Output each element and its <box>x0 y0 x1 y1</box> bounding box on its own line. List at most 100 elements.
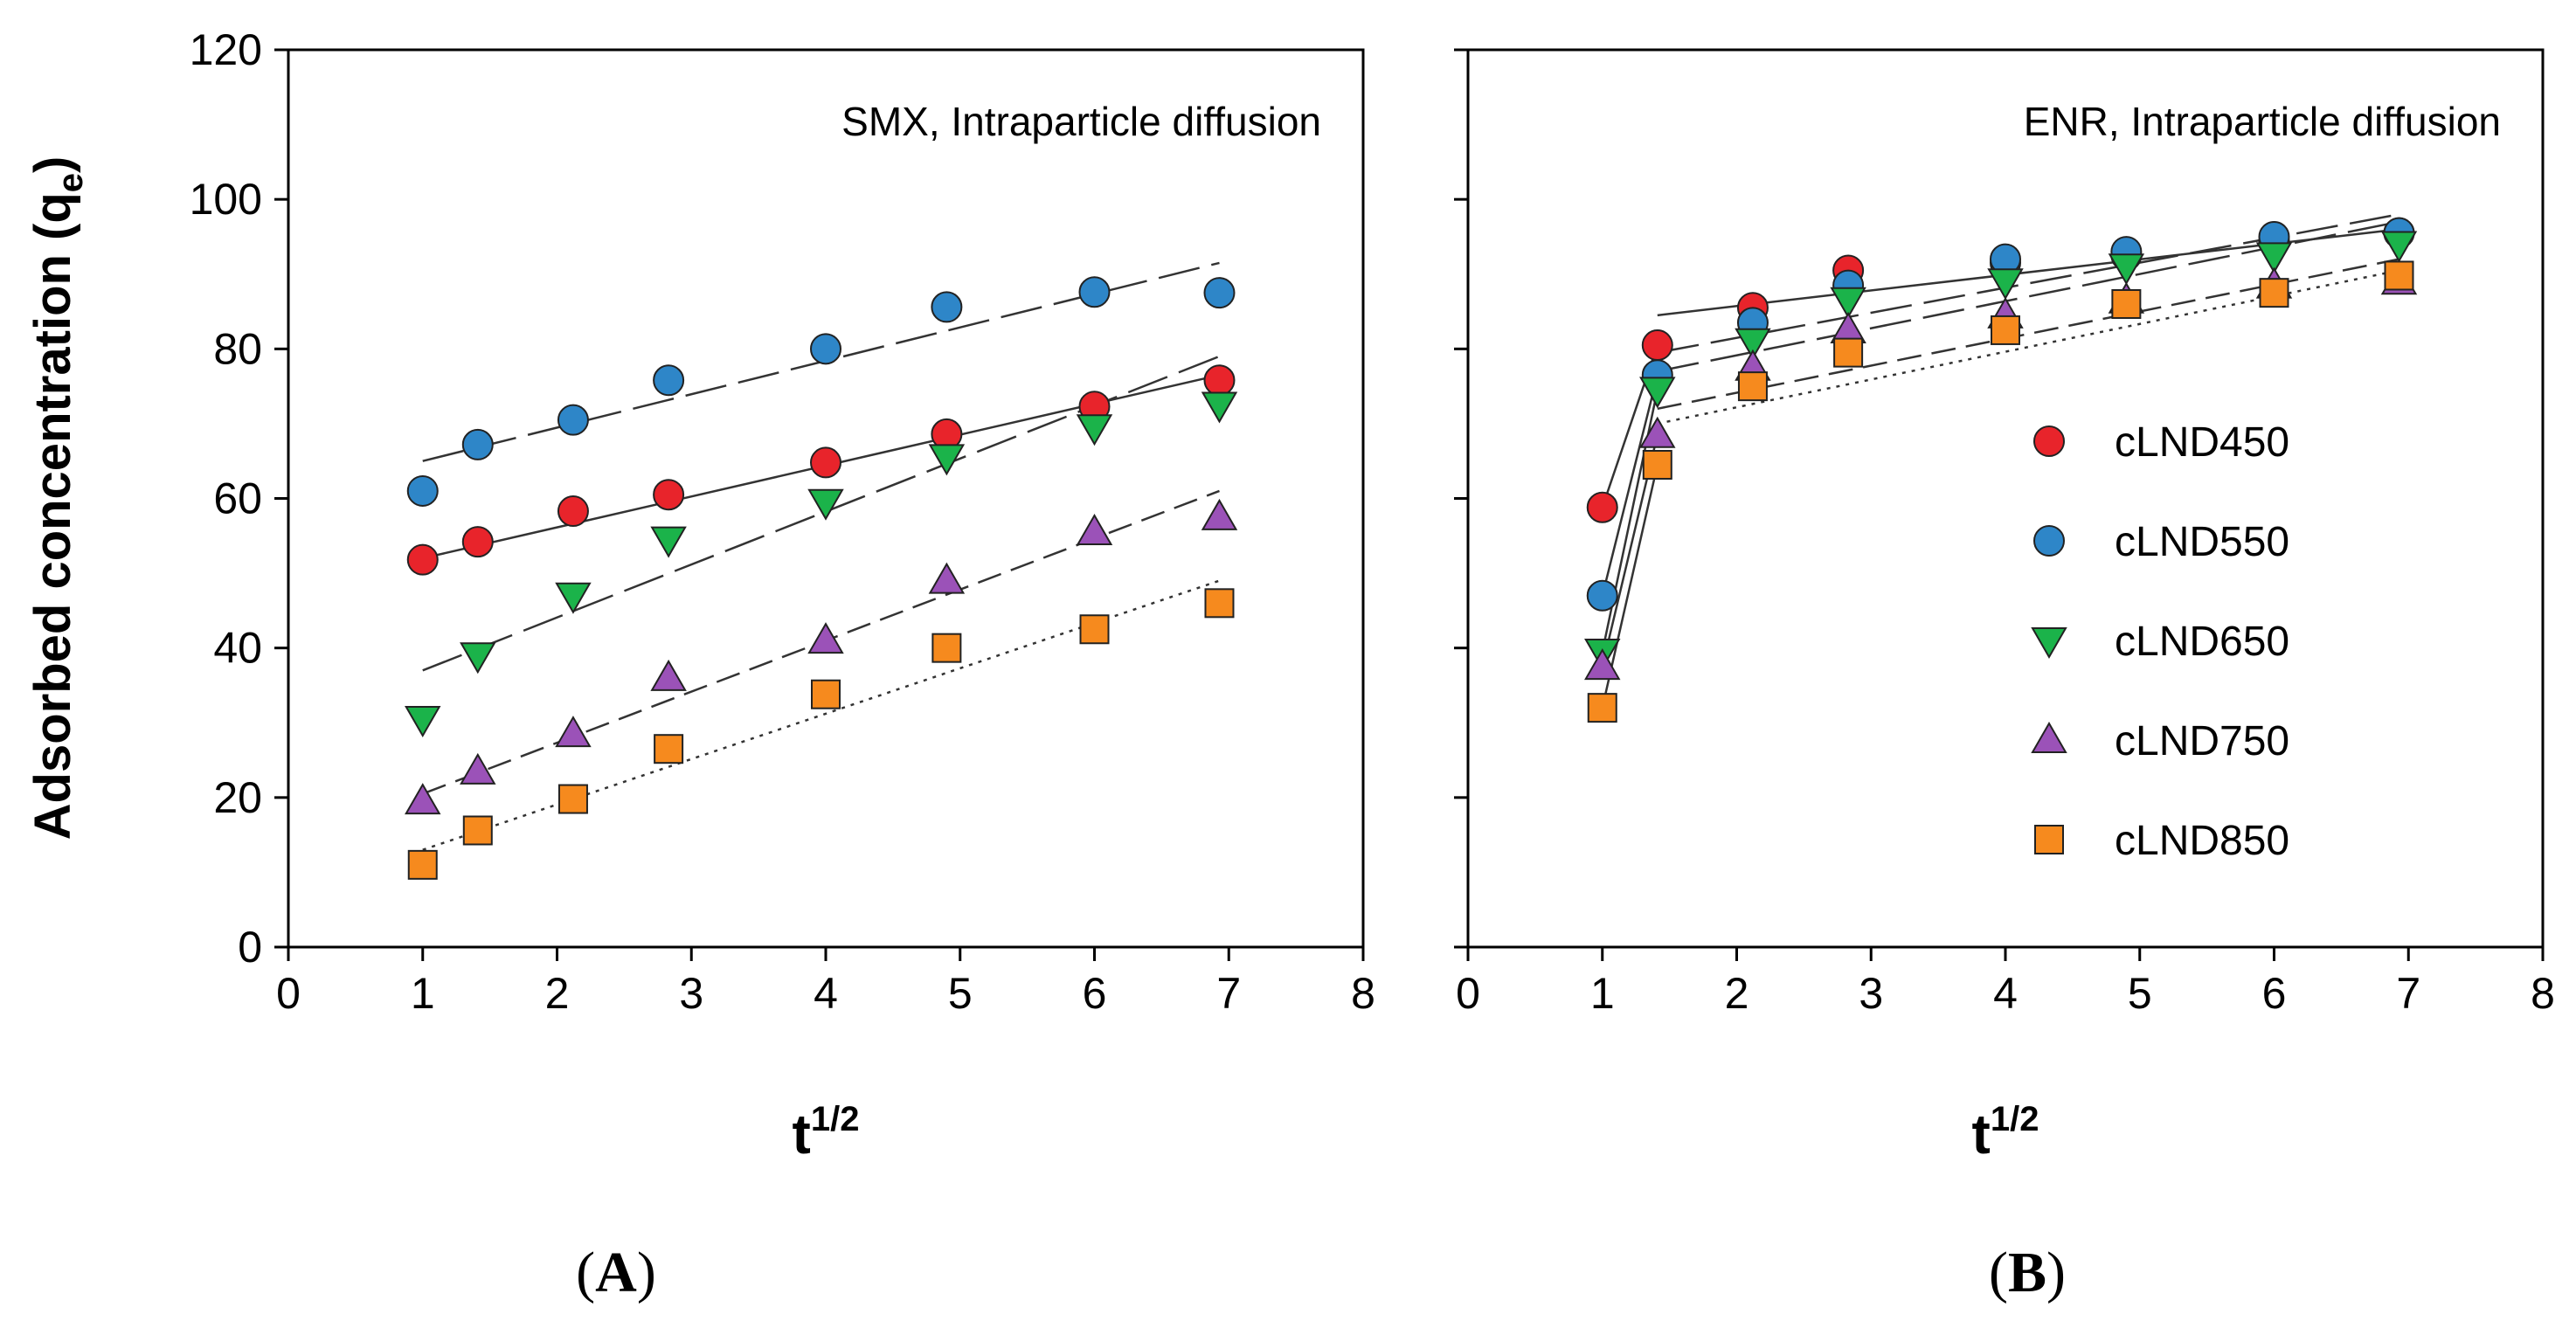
panel-b-point-cLND450-1 <box>1641 329 1673 362</box>
panel-a-point-cLND750-2 <box>555 716 592 748</box>
panel-b-point-cLND850-1 <box>1642 449 1672 480</box>
panel-b-title: ENR, Intraparticle diffusion <box>2024 99 2501 144</box>
panel-b-x-tick-label-5: 5 <box>2128 969 2152 1018</box>
panel-a-y-tick-label-40: 40 <box>213 624 262 673</box>
panel-a-title: SMX, Intraparticle diffusion <box>841 99 1321 144</box>
caption-b-open: ( <box>1989 1241 2008 1304</box>
panel-a-point-cLND650-2 <box>555 582 592 614</box>
caption-b-letter: B <box>2008 1241 2046 1304</box>
panel-a-point-cLND550-5 <box>931 291 963 323</box>
panel-b-frame <box>1466 48 2545 949</box>
panel-b-point-cLND850-5 <box>2111 288 2142 319</box>
panel-a-x-axis-label: t1/2 <box>793 1100 860 1166</box>
legend-label-cLND650: cLND650 <box>2115 619 2289 665</box>
panel-b-point-cLND650-3 <box>1830 287 1866 319</box>
panel-a-point-cLND550-4 <box>810 333 841 365</box>
panel-a-point-cLND850-3 <box>654 734 684 764</box>
panel-b-x-tick-label-0: 0 <box>1456 969 1480 1018</box>
panel-a-point-cLND650-3 <box>650 526 687 558</box>
panel-b-x-tick-label-1: 1 <box>1590 969 1615 1018</box>
panel-b-point-cLND650-6 <box>2255 242 2293 274</box>
panel-a-point-cLND450-4 <box>810 446 841 479</box>
panel-a-x-tick-label-8: 8 <box>1351 969 1375 1018</box>
y-axis-label-close: ) <box>24 156 81 173</box>
panel-b-x-axis-label: t1/2 <box>1972 1100 2039 1166</box>
panel-a-point-cLND650-4 <box>807 488 844 521</box>
panel-a-x-axis-label-main: t <box>793 1103 811 1166</box>
panel-a-x-tick-label-1: 1 <box>411 969 435 1018</box>
panel-a-point-cLND650-1 <box>460 642 496 674</box>
caption-b: (B) <box>1989 1241 2066 1304</box>
legend-marker-cLND750 <box>2031 721 2067 753</box>
panel-b-x-tick-label-4: 4 <box>1993 969 2018 1018</box>
panel-b-points <box>1584 217 2418 723</box>
panel-a-point-cLND850-7 <box>1204 588 1235 619</box>
panel-b-x-tick-label-6: 6 <box>2262 969 2287 1018</box>
panel-a-x-tick-label-7: 7 <box>1216 969 1241 1018</box>
panel-b-point-cLND850-0 <box>1587 693 1617 723</box>
panel-a-y-tick-label-120: 120 <box>190 25 262 74</box>
panel-a-point-cLND750-7 <box>1201 498 1238 530</box>
y-axis-label: Adsorbed concentration (qe) <box>24 156 90 840</box>
panel-b-ticks: 0 1 2 3 4 5 6 7 8 <box>1454 48 2555 1018</box>
panel-b-point-cLND650-4 <box>1987 268 2024 301</box>
caption-a-letter: A <box>595 1241 637 1304</box>
panel-b-x-tick-label-8: 8 <box>2531 969 2555 1018</box>
panel-b-point-cLND450-0 <box>1586 491 1618 523</box>
panel-b-point-cLND650-7 <box>2380 231 2418 263</box>
legend-marker-cLND450 <box>2033 425 2065 457</box>
panel-a-point-cLND750-3 <box>650 659 687 691</box>
panel-a-point-cLND450-1 <box>461 526 494 558</box>
panel-a-point-cLND650-7 <box>1201 391 1238 424</box>
panel-b-x-tick-label-3: 3 <box>1859 969 1883 1018</box>
panel-b-point-cLND650-1 <box>1639 377 1676 409</box>
panel-b-point-cLND850-7 <box>2384 260 2414 291</box>
panel-a-y-tick-label-20: 20 <box>213 773 262 822</box>
panel-b-x-axis-label-sup: 1/2 <box>1991 1100 2039 1138</box>
panel-a-point-cLND850-6 <box>1079 614 1110 645</box>
panel-a-y-tick-label-100: 100 <box>190 175 262 224</box>
panel-a-point-cLND450-0 <box>406 543 439 576</box>
legend-label-cLND750: cLND750 <box>2115 718 2289 764</box>
panel-b-point-cLND750-0 <box>1584 648 1621 681</box>
legend-label-cLND550: cLND550 <box>2115 519 2289 565</box>
panel-a-point-cLND750-0 <box>405 783 441 815</box>
panel-a-x-tick-label-3: 3 <box>679 969 703 1018</box>
panel-a-point-cLND550-2 <box>557 404 589 436</box>
caption-a: (A) <box>576 1241 656 1304</box>
panel-a-x-tick-label-4: 4 <box>814 969 838 1018</box>
panel-b-point-cLND650-2 <box>1735 328 1771 360</box>
panel-a-y-tick-label-0: 0 <box>238 923 262 972</box>
panel-b-x-axis-label-main: t <box>1972 1103 1991 1166</box>
y-axis-label-sub: e <box>52 173 90 192</box>
panel-a-point-cLND550-7 <box>1203 277 1236 309</box>
legend-label-cLND850: cLND850 <box>2115 818 2289 864</box>
caption-b-close: ) <box>2046 1241 2066 1304</box>
panel-a-x-tick-label-2: 2 <box>545 969 570 1018</box>
panel-a-point-cLND450-7 <box>1203 364 1236 397</box>
panel-a-point-cLND450-2 <box>557 495 589 528</box>
panel-a-x-tick-label-0: 0 <box>276 969 301 1018</box>
panel-a-point-cLND550-1 <box>461 428 494 460</box>
caption-a-open: ( <box>576 1241 595 1304</box>
panel-b-point-cLND850-3 <box>1833 337 1864 368</box>
panel-a-point-cLND450-3 <box>653 479 685 511</box>
panel-a-point-cLND650-6 <box>1076 414 1113 446</box>
panel-b-x-tick-label-7: 7 <box>2396 969 2420 1018</box>
panel-a-point-cLND850-4 <box>811 679 841 709</box>
legend-marker-cLND650 <box>2031 627 2067 660</box>
legend-marker-cLND550 <box>2033 525 2065 557</box>
panel-a-point-cLND750-4 <box>807 622 844 654</box>
panel-a-point-cLND850-0 <box>407 849 438 880</box>
panel-a-point-cLND650-0 <box>405 705 441 737</box>
panel-b-fit-cLND550-0 <box>1601 374 1659 597</box>
legend-label-cLND450: cLND450 <box>2115 419 2289 466</box>
panel-a-point-cLND650-5 <box>928 444 966 476</box>
panel-b-point-cLND650-5 <box>2108 253 2145 286</box>
panel-b-point-cLND550-0 <box>1586 579 1618 612</box>
panel-a-x-tick-label-6: 6 <box>1083 969 1107 1018</box>
panel-b-point-cLND750-1 <box>1639 416 1676 448</box>
panel-a-point-cLND750-1 <box>460 752 496 785</box>
panel-a-points <box>405 276 1238 880</box>
